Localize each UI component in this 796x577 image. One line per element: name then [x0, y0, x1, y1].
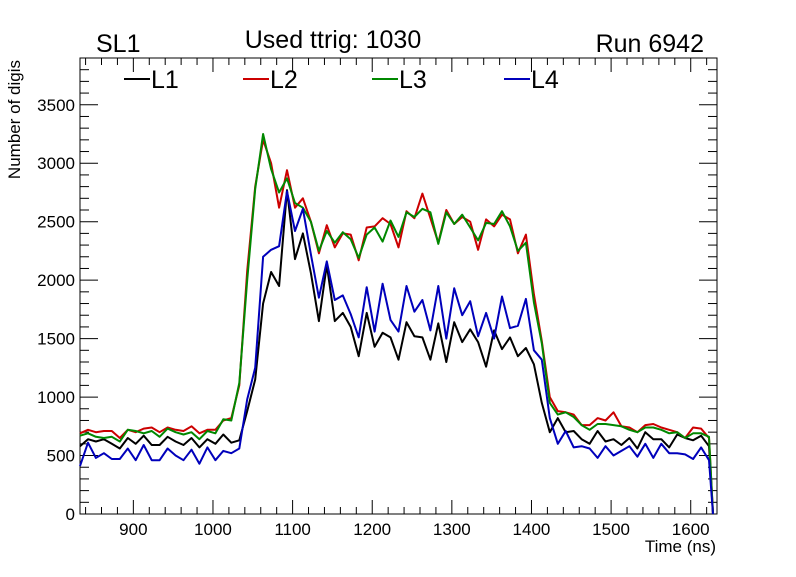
- axis-ticks: 900 1000 1100 1200 1300 1400 1500 1600 0 500 1000 1…: [37, 58, 717, 539]
- x-tick-label: 1000: [194, 520, 232, 539]
- legend-label-l1: L1: [151, 66, 179, 94]
- series-line-l3: [79, 133, 714, 515]
- y-tick-label: 1000: [37, 388, 75, 407]
- y-tick-label: 0: [66, 505, 75, 524]
- series-line-l2: [79, 138, 714, 515]
- series-lines: [79, 133, 714, 515]
- x-tick-label: 1300: [433, 520, 471, 539]
- legend-label-l3: L3: [399, 66, 427, 94]
- x-tick-label: 900: [119, 520, 147, 539]
- x-tick-label: 1600: [672, 520, 710, 539]
- y-tick-label: 2500: [37, 213, 75, 232]
- legend-label-l2: L2: [270, 66, 298, 94]
- series-line-l4: [79, 190, 714, 515]
- legend-label-l4: L4: [531, 66, 559, 94]
- legend: L1 L2 L3 L4: [124, 66, 559, 94]
- plot-frame: [79, 57, 718, 515]
- y-tick-label: 2000: [37, 271, 75, 290]
- y-tick-label: 3500: [37, 96, 75, 115]
- x-tick-label: 1400: [513, 520, 551, 539]
- y-axis-title: Number of digis: [5, 60, 24, 179]
- x-tick-label: 1100: [274, 520, 311, 539]
- y-tick-label: 1500: [37, 330, 75, 349]
- series-line-l1: [79, 189, 714, 515]
- x-tick-label: 1200: [353, 520, 391, 539]
- x-axis-title: Time (ns): [645, 537, 716, 556]
- x-tick-label: 1500: [592, 520, 630, 539]
- y-tick-label: 3000: [37, 154, 75, 173]
- header-right-label: Run 6942: [596, 30, 704, 58]
- header-left-label: SL1: [96, 30, 140, 58]
- y-tick-label: 500: [47, 447, 75, 466]
- chart-title: Used ttrig: 1030: [245, 26, 422, 54]
